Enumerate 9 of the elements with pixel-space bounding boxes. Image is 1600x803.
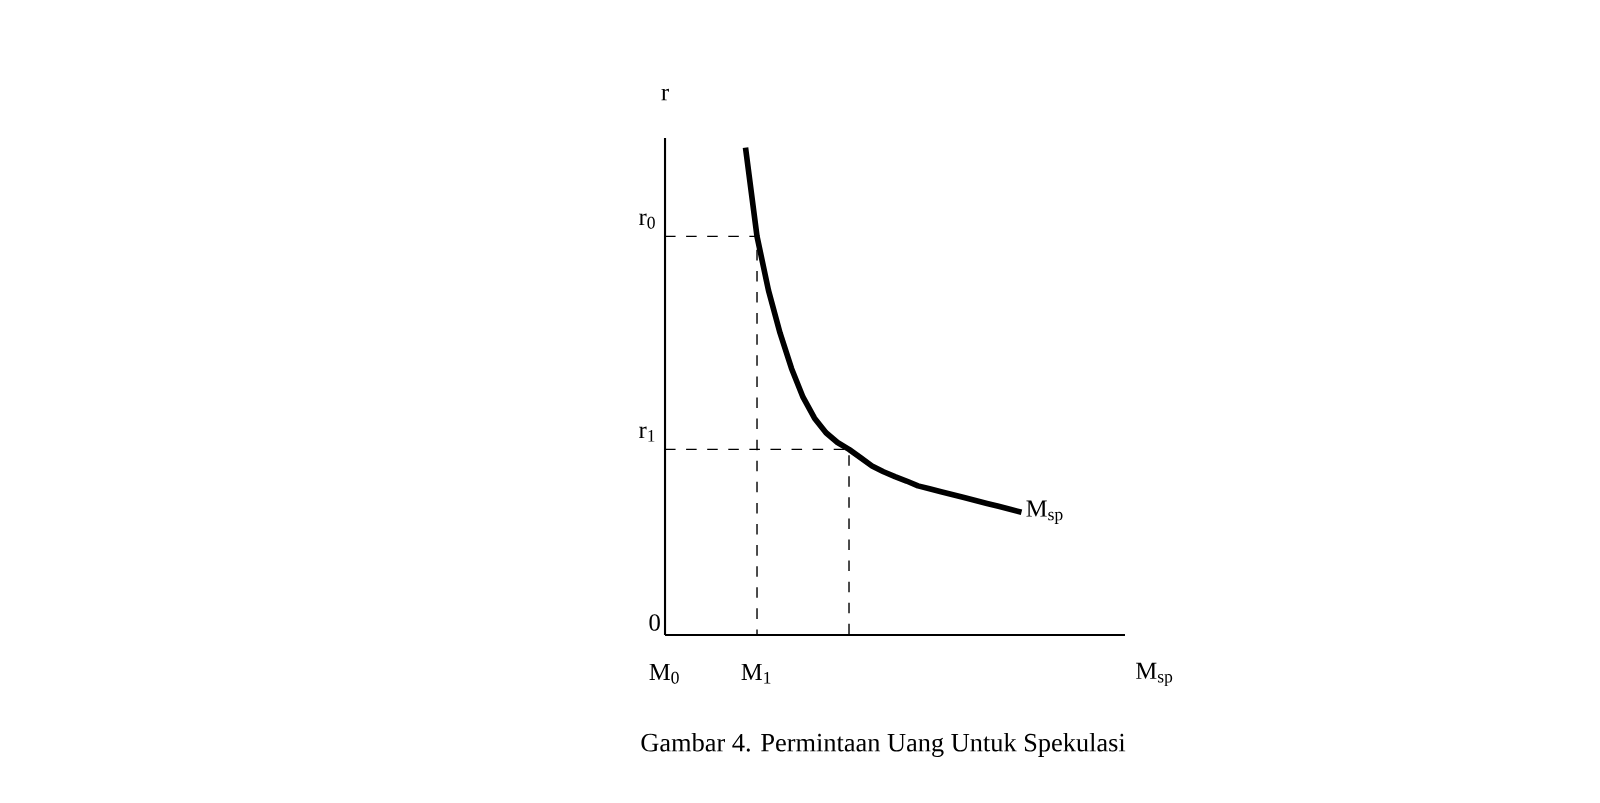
y-axis-title: r — [661, 88, 669, 101]
text: 0 — [649, 614, 660, 631]
text: Gambar 4. Permintaan Uang Untuk Spekulasi — [641, 732, 1126, 757]
series-label: M$_{sp}$ — [1026, 500, 1063, 524]
ref-line-label: r$_{0}$ — [639, 213, 655, 229]
x-tick-label: M$_{1}$ — [741, 663, 771, 684]
x-axis-title: M$_{sp}$ — [1136, 662, 1173, 687]
x-tick-label: M$_{0}$ — [649, 663, 679, 684]
ref-line-label: r$_{1}$ — [639, 426, 655, 442]
